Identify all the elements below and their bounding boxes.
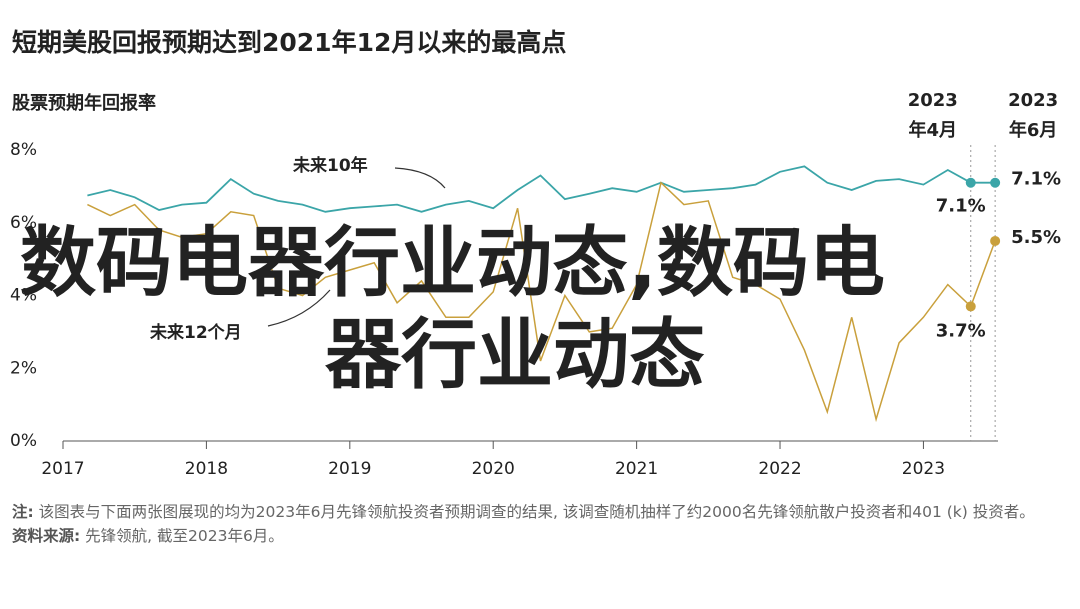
series-label: 未来10年 [292,155,368,176]
source-label: 资料来源: [12,527,81,545]
overlay-text: 数码电器行业动态,数码电 [20,218,885,307]
overlay-text: 器行业动态 [325,310,705,399]
value-label: 3.7% [936,320,986,341]
source-text: 先锋领航, 截至2023年6月。 [85,527,284,545]
data-point [965,177,976,188]
period-label: 年6月 [1009,119,1058,141]
y-tick-label: 6% [10,213,37,233]
chart-title: 短期美股回报预期达到2021年12月以来的最高点 [12,28,566,57]
chart: 短期美股回报预期达到2021年12月以来的最高点 股票预期年回报率 0% 2% 4%… [10,28,1061,479]
y-tick-label: 0% [10,431,37,451]
series-label: 未来12个月 [149,322,242,343]
value-label: 7.1% [936,196,986,217]
x-tick-label: 2023 [902,459,945,479]
value-label: 5.5% [1011,227,1061,248]
x-tick-label: 2021 [615,459,658,479]
value-label: 7.1% [1011,169,1061,190]
x-tick-label: 2018 [185,459,228,479]
x-tick-label: 2020 [472,459,515,479]
x-tick-label: 2017 [41,459,84,479]
x-tick-label: 2019 [328,459,371,479]
period-label: 2023 [908,90,958,111]
annotation-arrows [267,167,446,327]
note-label: 注: [12,503,34,521]
period-label: 2023 [1008,90,1058,111]
data-point [990,235,1001,246]
data-point [990,177,1001,188]
notes: 注: 该图表与下面两张图展现的均为2023年6月先锋领航投资者预期调查的结果, … [12,500,1072,548]
series-line [87,165,996,213]
arrow [394,167,446,189]
note-text: 该图表与下面两张图展现的均为2023年6月先锋领航投资者预期调查的结果, 该调查… [38,503,1035,521]
note: 注: 该图表与下面两张图展现的均为2023年6月先锋领航投资者预期调查的结果, … [12,500,1072,524]
source: 资料来源: 先锋领航, 截至2023年6月。 [12,524,1072,548]
chart-subtitle: 股票预期年回报率 [11,92,156,114]
y-tick-label: 4% [10,286,37,306]
y-tick-label: 2% [10,358,37,378]
data-point [965,301,976,312]
arrow [267,289,331,327]
period-label: 年4月 [908,119,957,141]
y-tick-label: 8% [10,140,37,160]
x-tick-label: 2022 [758,459,801,479]
series-line [87,181,996,423]
